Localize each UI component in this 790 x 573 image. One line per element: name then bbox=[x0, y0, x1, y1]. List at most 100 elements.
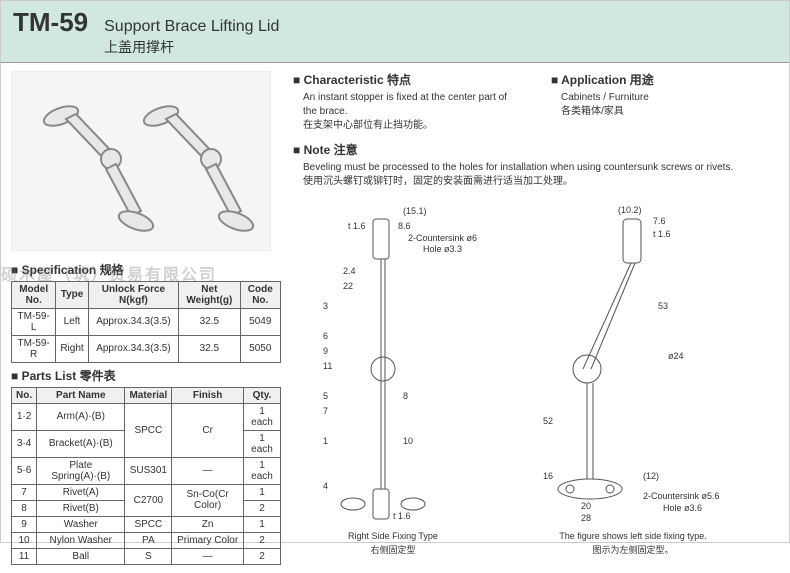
table-cell: Nylon Washer bbox=[37, 532, 125, 548]
dim-label: t 1.6 bbox=[393, 511, 411, 521]
dim-label: (12) bbox=[643, 471, 659, 481]
table-cell: Arm(A)·(B) bbox=[37, 403, 125, 430]
caption-right-en: Right Side Fixing Type bbox=[293, 531, 493, 541]
application-cn: 各类箱体/家具 bbox=[551, 105, 779, 119]
table-header: Part Name bbox=[37, 387, 125, 403]
note-title: ■ Note 注意 bbox=[293, 141, 779, 158]
dim-label: t 1.6 bbox=[653, 229, 671, 239]
dim-label: (10.2) bbox=[618, 205, 642, 215]
part-callout: 9 bbox=[323, 346, 328, 356]
part-callout: 8 bbox=[403, 391, 408, 401]
table-cell: PA bbox=[125, 532, 172, 548]
dim-label: Hole ø3.6 bbox=[663, 503, 702, 513]
info-row-1: ■ Characteristic 特点 An instant stopper i… bbox=[293, 71, 779, 133]
table-row: 9WasherSPCCZn1 bbox=[12, 516, 281, 532]
table-cell: Rivet(B) bbox=[37, 500, 125, 516]
table-header: Code No. bbox=[240, 281, 280, 308]
dim-label: t 1.6 bbox=[348, 221, 366, 231]
footnote-en: The figure shows left side fixing type. bbox=[503, 531, 763, 541]
table-cell: Right bbox=[56, 335, 88, 362]
dim-label: 52 bbox=[543, 416, 553, 426]
dim-label: 2.4 bbox=[343, 266, 356, 276]
table-cell: Sn-Co(Cr Color) bbox=[172, 484, 244, 516]
dim-label: 2-Countersink ø6 bbox=[408, 233, 477, 243]
caption-left: The figure shows left side fixing type. … bbox=[503, 529, 763, 556]
dim-label: 2-Countersink ø5.6 bbox=[643, 491, 720, 501]
table-cell: Approx.34.3(3.5) bbox=[88, 335, 179, 362]
dim-label: Hole ø3.3 bbox=[423, 244, 462, 254]
characteristic-block: ■ Characteristic 特点 An instant stopper i… bbox=[293, 71, 521, 133]
table-row: TM-59-LLeftApprox.34.3(3.5)32.55049 bbox=[12, 308, 281, 335]
characteristic-cn: 在支架中心部位有止挡功能。 bbox=[293, 119, 521, 133]
table-cell: Rivet(A) bbox=[37, 484, 125, 500]
part-callout: 5 bbox=[323, 391, 328, 401]
dim-label: 7.6 bbox=[653, 216, 666, 226]
table-cell: 1·2 bbox=[12, 403, 37, 430]
table-header: Material bbox=[125, 387, 172, 403]
table-cell: Primary Color bbox=[172, 532, 244, 548]
dim-label: 20 bbox=[581, 501, 591, 511]
part-callout: 3 bbox=[323, 301, 328, 311]
application-en: Cabinets / Furniture bbox=[551, 91, 779, 105]
table-cell: 9 bbox=[12, 516, 37, 532]
title-en: Support Brace Lifting Lid bbox=[104, 17, 279, 38]
table-header: Net Weight(g) bbox=[179, 281, 240, 308]
spec-table: Model No.TypeUnlock Force N(kgf)Net Weig… bbox=[11, 281, 281, 363]
part-callout: 11 bbox=[323, 361, 332, 371]
dim-label: (15.1) bbox=[403, 206, 427, 216]
part-callout: 6 bbox=[323, 331, 328, 341]
table-header: No. bbox=[12, 387, 37, 403]
table-cell: SPCC bbox=[125, 403, 172, 457]
diagram-right-side: (15.1) t 1.6 8.6 2-Countersink ø6 Hole ø… bbox=[293, 199, 493, 529]
table-cell: 1 bbox=[244, 484, 281, 500]
table-row: 11BallS—2 bbox=[12, 548, 281, 564]
table-cell: 1 each bbox=[244, 430, 281, 457]
watermark: 硕木屋（筑）贸易有限公司 bbox=[1, 261, 217, 285]
table-cell: 32.5 bbox=[179, 308, 240, 335]
table-cell: Ball bbox=[37, 548, 125, 564]
model-number: TM-59 bbox=[13, 7, 88, 38]
table-cell: — bbox=[172, 457, 244, 484]
table-cell: Washer bbox=[37, 516, 125, 532]
right-column: ■ Characteristic 特点 An instant stopper i… bbox=[293, 71, 779, 565]
caption-right-cn: 右侧固定型 bbox=[293, 543, 493, 556]
table-header: Qty. bbox=[244, 387, 281, 403]
title-block: Support Brace Lifting Lid 上盖用撑杆 bbox=[104, 17, 279, 56]
table-cell: 3·4 bbox=[12, 430, 37, 457]
table-cell: TM-59-L bbox=[12, 308, 56, 335]
dim-label: 22 bbox=[343, 281, 353, 291]
header: TM-59 Support Brace Lifting Lid 上盖用撑杆 bbox=[1, 1, 789, 63]
caption-right: Right Side Fixing Type 右侧固定型 bbox=[293, 529, 493, 556]
table-cell: 8 bbox=[12, 500, 37, 516]
table-row: 5·6Plate Spring(A)·(B)SUS301—1 each bbox=[12, 457, 281, 484]
table-row: 1·2Arm(A)·(B)SPCCCr1 each bbox=[12, 403, 281, 430]
characteristic-en: An instant stopper is fixed at the cente… bbox=[293, 91, 521, 119]
part-callout: 1 bbox=[323, 436, 328, 446]
dim-label: 16 bbox=[543, 471, 553, 481]
dim-label: ø24 bbox=[668, 351, 684, 361]
table-cell: 7 bbox=[12, 484, 37, 500]
table-cell: 1 each bbox=[244, 403, 281, 430]
parts-table: No.Part NameMaterialFinishQty. 1·2Arm(A)… bbox=[11, 387, 281, 565]
left-column: ■ Specification 规格 Model No.TypeUnlock F… bbox=[11, 71, 281, 565]
part-callout: 10 bbox=[403, 436, 413, 446]
footnote-cn: 图示为左侧固定型。 bbox=[503, 543, 763, 556]
application-block: ■ Application 用途 Cabinets / Furniture 各类… bbox=[551, 71, 779, 133]
note-en: Beveling must be processed to the holes … bbox=[293, 161, 779, 175]
table-cell: Plate Spring(A)·(B) bbox=[37, 457, 125, 484]
table-cell: 5·6 bbox=[12, 457, 37, 484]
dim-label: 8.6 bbox=[398, 221, 411, 231]
table-cell: 1 each bbox=[244, 457, 281, 484]
table-cell: Zn bbox=[172, 516, 244, 532]
part-callout: 7 bbox=[323, 406, 328, 416]
part-callout: 4 bbox=[323, 481, 328, 491]
table-cell: 5049 bbox=[240, 308, 280, 335]
table-cell: 32.5 bbox=[179, 335, 240, 362]
table-cell: SUS301 bbox=[125, 457, 172, 484]
note-cn: 使用沉头螺钉或铆钉时，固定的安装面需进行适当加工处理。 bbox=[293, 175, 779, 189]
application-title: ■ Application 用途 bbox=[551, 71, 779, 88]
table-header: Model No. bbox=[12, 281, 56, 308]
table-cell: C2700 bbox=[125, 484, 172, 516]
table-cell: Approx.34.3(3.5) bbox=[88, 308, 179, 335]
table-row: 7Rivet(A)C2700Sn-Co(Cr Color)1 bbox=[12, 484, 281, 500]
